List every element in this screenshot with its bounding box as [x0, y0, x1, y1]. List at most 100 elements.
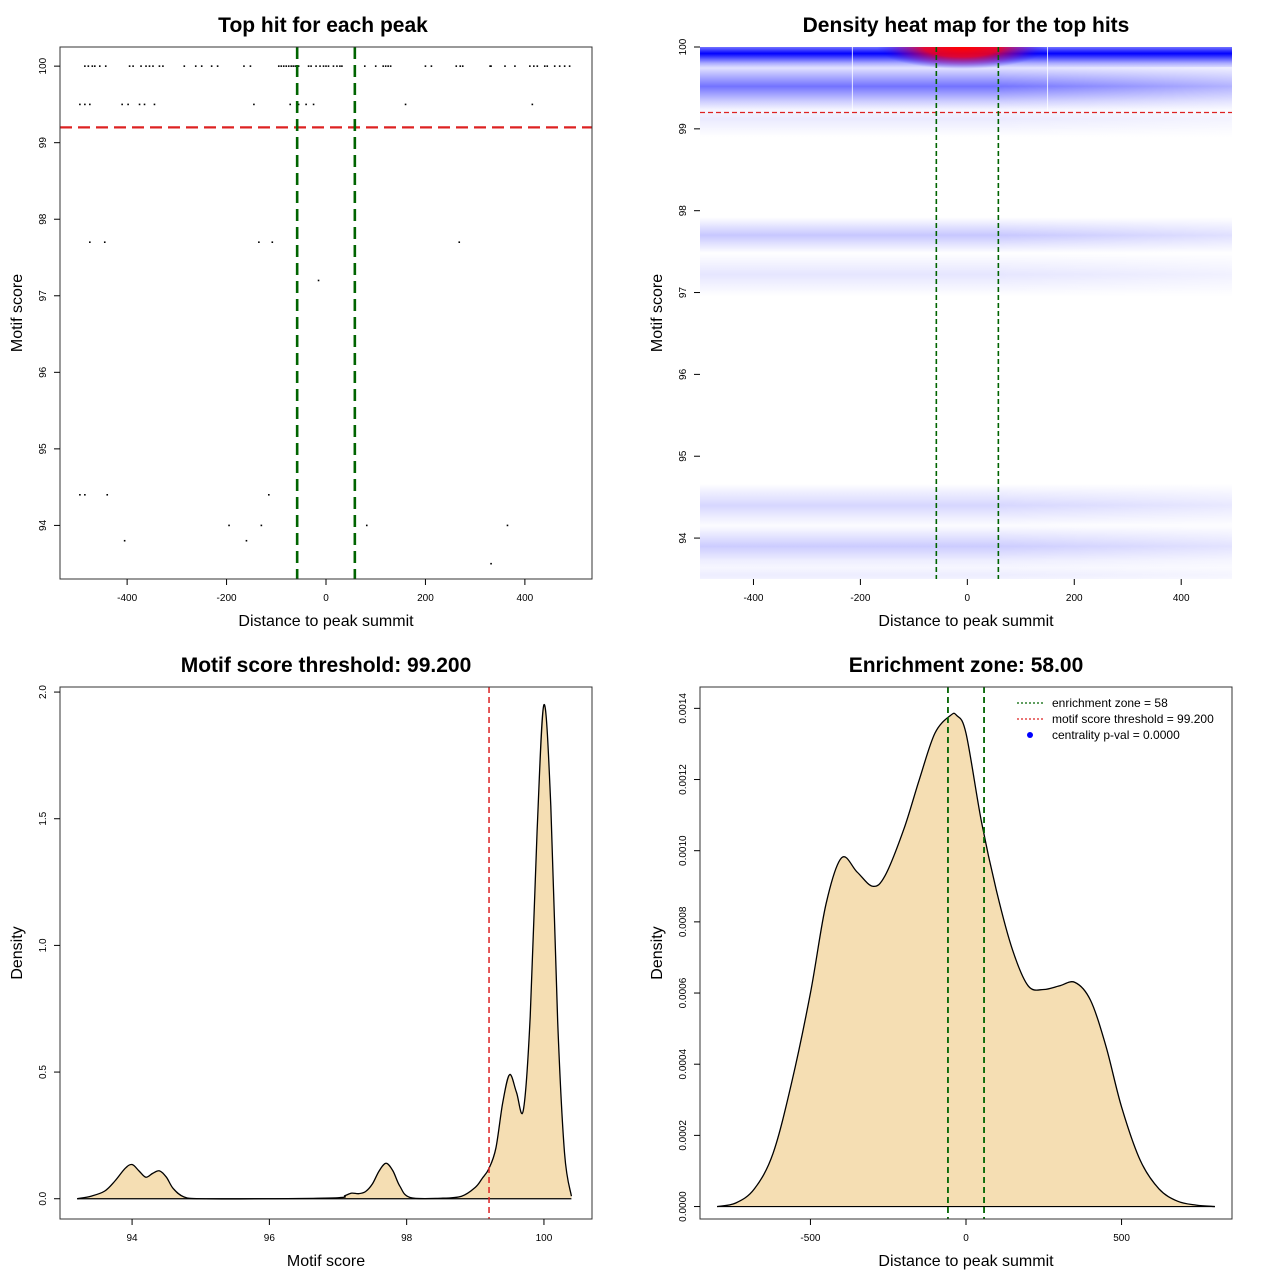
data-point	[365, 524, 368, 527]
data-point	[200, 65, 203, 67]
data-point	[374, 65, 377, 67]
data-point	[280, 65, 283, 67]
data-point	[84, 65, 86, 67]
legend-label: motif score threshold = 99.200	[1052, 712, 1214, 726]
data-point	[297, 65, 300, 67]
panel-enrichment-density: Enrichment zone: 58.00 Distance to peak …	[649, 654, 1233, 1270]
y-tick-labels: 94 95 96 97 98 99 100	[38, 57, 49, 531]
data-point	[79, 103, 81, 106]
x-tick-label: -400	[743, 593, 763, 604]
plot-marks	[694, 686, 1233, 1225]
y-tick-label: 2.0	[38, 685, 49, 699]
x-tick-label: 0	[323, 593, 329, 604]
data-point	[194, 65, 197, 67]
data-point	[104, 65, 107, 67]
data-point	[307, 65, 310, 67]
data-point	[489, 65, 491, 67]
data-point	[145, 65, 147, 67]
panel-top-hit-scatter: Top hit for each peak Distance to peak s…	[9, 14, 593, 630]
y-tick-label: 94	[38, 519, 49, 531]
data-point	[106, 493, 109, 496]
x-tick-labels: -400 -200 0 200 400	[743, 593, 1190, 604]
x-tick-label: 500	[1113, 1233, 1130, 1244]
data-point	[325, 65, 327, 67]
x-axis-label: Distance to peak summit	[878, 1253, 1054, 1270]
data-point	[317, 279, 320, 282]
data-point	[387, 65, 389, 67]
data-point	[153, 103, 156, 106]
data-point	[312, 103, 315, 106]
plot-frame	[59, 686, 593, 1220]
y-tick-label: 98	[678, 205, 689, 217]
y-axis-label: Density	[649, 926, 666, 979]
data-point	[455, 65, 458, 67]
data-point	[292, 65, 294, 67]
density-area	[717, 713, 1215, 1207]
plot-background	[60, 47, 592, 579]
data-point	[121, 103, 123, 106]
x-axis-label: Distance to peak summit	[878, 613, 1054, 630]
x-tick-label: 94	[127, 1233, 139, 1244]
x-tick-label: 100	[536, 1233, 553, 1244]
data-point	[531, 103, 534, 106]
data-point	[183, 65, 186, 67]
x-tick-label: -200	[217, 593, 237, 604]
data-point	[260, 524, 263, 527]
data-point	[305, 103, 307, 106]
density-fade	[700, 67, 1232, 579]
chart-title: Top hit for each peak	[218, 14, 428, 37]
data-point	[568, 65, 571, 67]
x-tick-label: 0	[965, 593, 971, 604]
y-tick-label: 100	[678, 38, 689, 55]
y-tick-label: 0.5	[38, 1065, 49, 1079]
data-point	[103, 241, 106, 243]
y-axis-label: Motif score	[9, 274, 26, 352]
y-tick-label: 0.0002	[678, 1120, 689, 1151]
x-axis-label: Motif score	[287, 1253, 365, 1270]
y-tick-label: 97	[38, 290, 49, 302]
data-point	[558, 65, 561, 67]
data-point	[315, 65, 317, 67]
data-point	[89, 241, 91, 243]
y-tick-label: 96	[38, 366, 49, 378]
data-point	[79, 493, 81, 496]
chart-title: Motif score threshold: 99.200	[181, 654, 472, 677]
x-tick-label: 400	[1173, 593, 1190, 604]
data-point	[319, 65, 321, 67]
data-point	[430, 65, 433, 67]
data-point	[382, 65, 384, 67]
data-point	[459, 65, 462, 67]
data-point	[336, 65, 338, 67]
y-axis-label: Motif score	[649, 274, 666, 352]
data-point	[143, 103, 146, 106]
data-point	[287, 65, 290, 67]
x-tick-label: 0	[963, 1233, 969, 1244]
x-tick-label: 96	[264, 1233, 276, 1244]
y-tick-label: 94	[678, 532, 689, 544]
data-point	[253, 103, 255, 106]
data-point	[243, 65, 245, 67]
density-curve	[716, 712, 1215, 1208]
data-point	[127, 103, 129, 106]
data-point	[310, 65, 312, 67]
y-tick-label: 0.0014	[678, 693, 689, 724]
y-tick-label: 100	[38, 57, 49, 74]
panel-motif-score-density: Motif score threshold: 99.200 Motif scor…	[9, 654, 593, 1270]
data-point	[461, 65, 464, 67]
data-point	[553, 65, 556, 67]
data-point	[490, 65, 492, 67]
data-point	[98, 65, 101, 67]
legend: enrichment zone = 58 motif score thresho…	[1017, 696, 1214, 742]
y-tick-label: 96	[678, 368, 689, 380]
panel-density-heatmap: Density heat map for the top hits Distan…	[649, 14, 1232, 630]
heatmap-area	[700, 47, 1232, 579]
x-tick-labels: -500 0 500	[800, 1233, 1130, 1244]
data-point	[506, 524, 509, 527]
data-point	[282, 65, 285, 67]
data-point	[341, 65, 343, 67]
y-tick-labels: 0.0 0.5 1.0 1.5 2.0	[38, 685, 49, 1206]
density-hotspot	[877, 47, 1047, 69]
data-point	[132, 65, 134, 67]
data-point	[363, 65, 366, 67]
density-area	[77, 704, 572, 1199]
